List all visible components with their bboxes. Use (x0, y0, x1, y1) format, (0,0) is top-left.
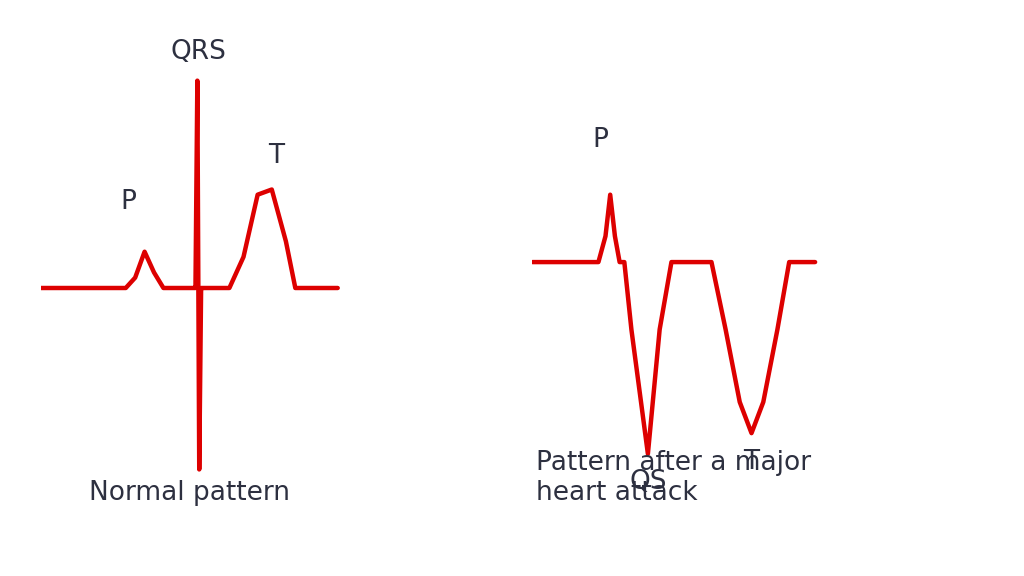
Text: QRS: QRS (171, 39, 226, 65)
Text: P: P (593, 127, 608, 153)
Text: Pattern after a major
heart attack: Pattern after a major heart attack (537, 450, 811, 506)
Text: P: P (120, 190, 136, 215)
Text: Normal pattern: Normal pattern (89, 480, 290, 506)
Text: T: T (743, 449, 760, 475)
Text: QS: QS (629, 469, 667, 495)
Text: T: T (268, 143, 285, 169)
